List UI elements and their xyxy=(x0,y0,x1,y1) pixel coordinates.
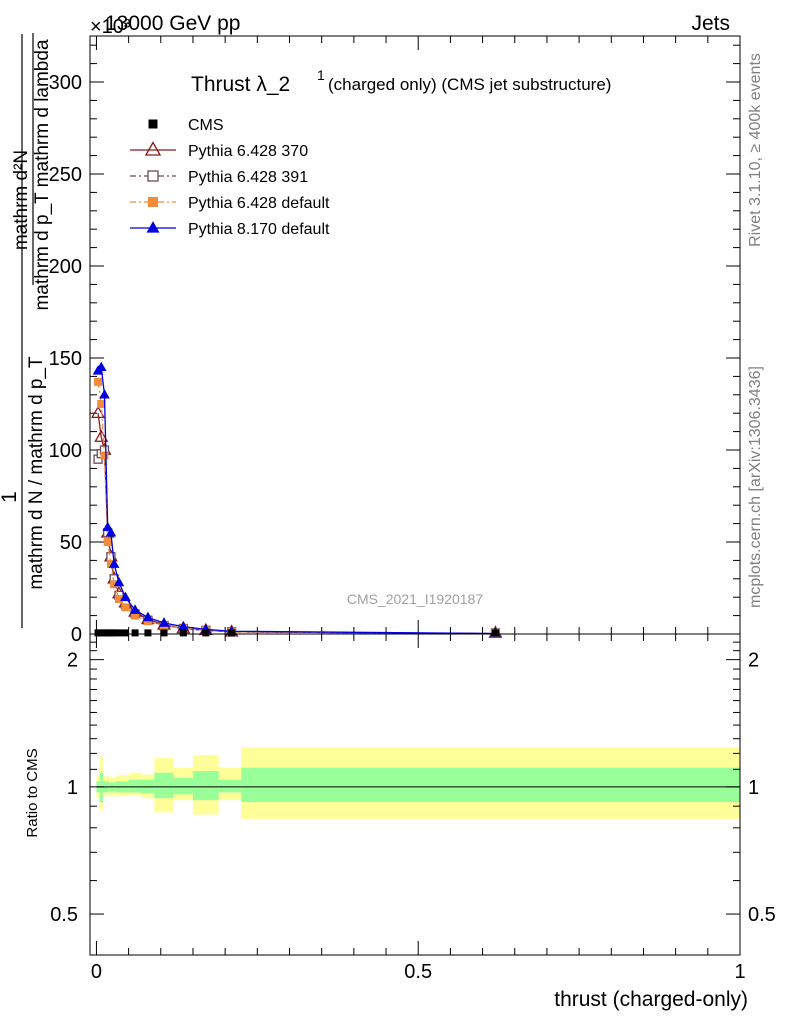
data-point-marker xyxy=(228,629,236,637)
ratio-frame xyxy=(89,633,741,956)
main-ytick-label: 50 xyxy=(60,532,82,554)
series-4 xyxy=(92,361,501,637)
ratio-ytick-label: 1 xyxy=(67,777,78,799)
x-axis-label: thrust (charged-only) xyxy=(554,988,748,1011)
ratio-band-stat xyxy=(218,779,242,793)
ratio-ytick-label-right: 2 xyxy=(748,650,759,672)
x-tick-label: 0.5 xyxy=(404,961,432,983)
data-point-marker xyxy=(120,591,131,601)
data-point-marker xyxy=(148,197,158,207)
legend-item: Pythia 6.428 391 xyxy=(130,169,308,186)
data-point-marker xyxy=(160,629,168,637)
data-point-marker xyxy=(178,621,189,631)
data-point-marker xyxy=(131,611,140,620)
data-point-marker xyxy=(202,629,210,637)
chart-title-sup: 1 xyxy=(317,67,325,83)
data-point-marker xyxy=(114,595,123,604)
legend-label: Pythia 6.428 391 xyxy=(188,169,308,186)
header-left: 13000 GeV pp xyxy=(105,12,240,35)
ylabel-fraction-bottom: mathrm d p_T mathrm d lambda xyxy=(32,39,53,310)
ratio-panel: 0.5 0.5 1 1 2 2 0 0.5 1 xyxy=(50,633,776,983)
data-point-marker xyxy=(115,629,123,637)
legend-label: Pythia 6.428 default xyxy=(188,195,330,212)
main-ytick-label: 300 xyxy=(49,72,82,94)
data-point-marker xyxy=(491,629,499,637)
data-point-marker xyxy=(100,451,109,460)
ylabel-numerator: 1 xyxy=(0,491,21,503)
data-point-marker xyxy=(144,141,162,156)
data-point-marker xyxy=(108,558,120,568)
ratio-bands xyxy=(96,747,741,819)
ylabel-denominator: mathrm d N / mathrm d p_T xyxy=(26,356,47,590)
mcplots-label: mcplots.cern.ch [arXiv:1306.3436] xyxy=(747,366,764,608)
data-point-marker xyxy=(99,389,110,399)
data-point-marker xyxy=(121,603,130,612)
legend-label: Pythia 8.170 default xyxy=(188,221,330,238)
data-point-marker xyxy=(121,629,129,637)
x-tick-label: 1 xyxy=(734,961,745,983)
data-point-marker xyxy=(179,629,187,637)
data-point-marker xyxy=(131,629,139,637)
ratio-ylabel: Ratio to CMS xyxy=(24,748,41,837)
data-point-marker xyxy=(103,538,112,546)
data-point-marker xyxy=(129,604,141,614)
rivet-label: Rivet 3.1.10, ≥ 400k events xyxy=(747,53,764,247)
header-right: Jets xyxy=(691,12,730,35)
ratio-ytick-label: 0.5 xyxy=(50,904,78,926)
ratio-ticks: 0.5 0.5 1 1 2 2 0 0.5 1 xyxy=(50,634,776,983)
ratio-band-stat xyxy=(154,772,174,799)
data-point-marker xyxy=(158,617,170,627)
ratio-ytick-label-right: 1 xyxy=(748,777,759,799)
series-0 xyxy=(94,629,499,637)
ratio-band-stat xyxy=(99,772,103,803)
chart-title-main: Thrust λ_2 xyxy=(191,73,290,96)
ratio-band-stat xyxy=(192,771,219,801)
legend: CMS Pythia 6.428 370 Pythia 6.428 391 Pythi… xyxy=(130,117,330,238)
data-point-marker xyxy=(94,429,109,442)
main-ytick-label: 200 xyxy=(49,256,82,278)
analysis-label: CMS_2021_I1920187 xyxy=(347,591,483,607)
ratio-band-stat xyxy=(128,779,142,793)
main-ytick-label: 0 xyxy=(71,624,82,646)
legend-item: Pythia 6.428 default xyxy=(130,195,330,212)
data-point-marker xyxy=(95,361,107,371)
data-point-marker xyxy=(110,629,118,637)
main-ytick-label: 250 xyxy=(49,164,82,186)
data-point-marker xyxy=(144,629,152,637)
data-point-marker xyxy=(105,527,117,537)
main-ytick-label: 150 xyxy=(49,348,82,370)
legend-item: CMS xyxy=(148,117,224,134)
data-point-marker xyxy=(146,221,160,233)
data-point-marker xyxy=(148,119,158,129)
data-point-marker xyxy=(94,377,103,386)
data-point-marker xyxy=(147,170,159,182)
exponent-label: ×10³ xyxy=(90,16,131,38)
main-series xyxy=(91,361,503,638)
legend-item: Pythia 6.428 370 xyxy=(130,141,308,160)
legend-label: Pythia 6.428 370 xyxy=(188,143,308,160)
data-point-marker xyxy=(91,405,106,419)
ratio-band-stat xyxy=(241,767,741,803)
x-tick-label: 0 xyxy=(91,961,102,983)
chart-title: Thrust λ_2 1 (charged only) (CMS jet sub… xyxy=(191,67,611,96)
main-ytick-label: 100 xyxy=(49,440,82,462)
data-point-marker xyxy=(110,580,119,589)
legend-item: Pythia 8.170 default xyxy=(130,221,330,238)
data-point-marker xyxy=(97,400,106,408)
data-point-marker xyxy=(106,560,115,569)
main-ylabel: 1 mathrm d N / mathrm d p_T mathrm d²N m… xyxy=(0,33,53,628)
chart-title-rest: (charged only) (CMS jet substructure) xyxy=(328,75,611,94)
series-2 xyxy=(93,445,501,638)
legend-label: CMS xyxy=(188,117,224,134)
data-point-marker xyxy=(113,576,125,587)
ratio-ytick-label: 2 xyxy=(67,650,78,672)
ratio-ytick-label-right: 0.5 xyxy=(748,904,776,926)
ratio-band-stat xyxy=(173,777,193,795)
main-panel: 0 50 100 150 200 250 300 xyxy=(49,35,741,646)
main-ticks: 0 50 100 150 200 250 300 xyxy=(49,36,741,646)
data-point-marker xyxy=(142,611,154,622)
ylabel-fraction-top: mathrm d²N xyxy=(11,150,32,250)
